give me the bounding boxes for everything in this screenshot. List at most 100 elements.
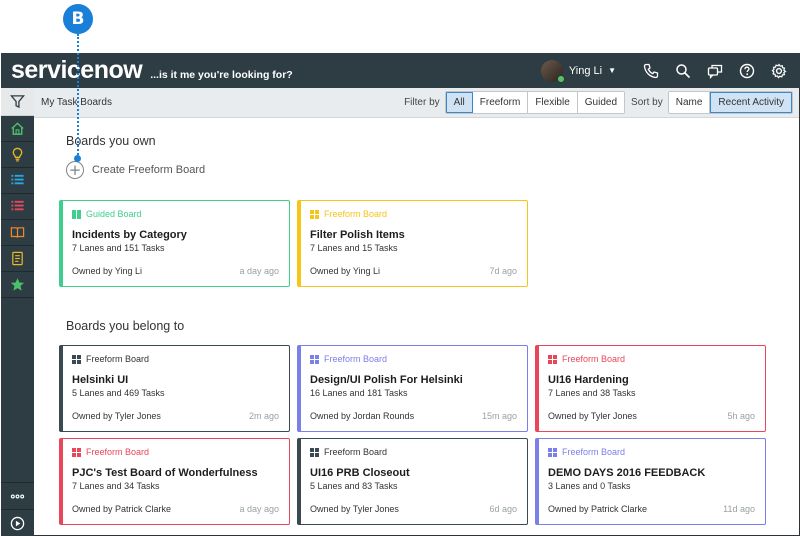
play-icon[interactable] xyxy=(1,509,34,536)
boards-you-own-heading: Boards you own xyxy=(66,134,156,148)
board-type: Freeform Board xyxy=(310,209,517,219)
lane-count: 7 xyxy=(72,243,78,253)
board-counts: 3 Lanes and 0 Tasks xyxy=(548,481,755,491)
board-card[interactable]: Freeform Board UI16 Hardening 7 Lanes and … xyxy=(535,345,766,432)
lanes-and-label: Lanes and xyxy=(555,481,598,491)
board-footer: Owned by Patrick Clarke 11d ago xyxy=(548,504,755,514)
board-type-label: Guided Board xyxy=(86,209,142,219)
page-title: My Task Boards xyxy=(41,97,112,108)
board-owner: Owned by Patrick Clarke xyxy=(548,504,648,514)
board-title: Design/UI Polish For Helsinki xyxy=(310,374,463,386)
list-icon[interactable] xyxy=(1,168,34,194)
online-status-dot xyxy=(556,74,565,83)
board-type: Guided Board xyxy=(72,209,279,219)
sort-name-button[interactable]: Name xyxy=(668,92,711,113)
board-type-label: Freeform Board xyxy=(324,447,388,457)
board-last-activity: a day ago xyxy=(239,504,279,514)
board-footer: Owned by Tyler Jones 6d ago xyxy=(310,504,517,514)
board-type: Freeform Board xyxy=(310,447,517,457)
servicenow-logo[interactable]: servicenow ...is it me you're looking fo… xyxy=(11,56,293,85)
board-type-label: Freeform Board xyxy=(562,447,626,457)
sort-segmented-control: Name Recent Activity xyxy=(667,91,793,114)
filter-label: Filter by xyxy=(404,97,440,108)
board-type-label: Freeform Board xyxy=(562,354,626,364)
task-count: 15 xyxy=(362,243,373,253)
help-icon[interactable] xyxy=(738,62,756,80)
lanes-and-label: Lanes and xyxy=(555,388,598,398)
create-freeform-board-button[interactable]: + Create Freeform Board xyxy=(66,161,205,179)
filter-segmented-control: All Freeform Flexible Guided xyxy=(444,91,626,114)
callout-leader-line xyxy=(77,34,79,158)
board-owner: Owned by Ying Li xyxy=(72,266,143,276)
task-count: 83 xyxy=(362,481,373,491)
task-count: 469 xyxy=(124,388,140,398)
star-icon[interactable] xyxy=(1,272,34,298)
board-title: Filter Polish Items xyxy=(310,229,405,241)
tasks-label: Tasks xyxy=(141,243,165,253)
search-icon[interactable] xyxy=(674,62,692,80)
board-last-activity: 6d ago xyxy=(489,504,517,514)
guided-board-icon xyxy=(72,209,81,219)
checklist-icon[interactable] xyxy=(1,194,34,220)
board-last-activity: a day ago xyxy=(239,266,279,276)
board-owner: Owned by Tyler Jones xyxy=(72,411,161,421)
tasks-label: Tasks xyxy=(374,481,398,491)
freeform-board-icon xyxy=(72,354,81,364)
board-type-label: Freeform Board xyxy=(324,354,388,364)
filter-freeform-button[interactable]: Freeform xyxy=(472,92,529,113)
document-icon[interactable] xyxy=(1,246,34,272)
home-icon[interactable] xyxy=(1,116,34,142)
logo-service-text: service xyxy=(11,56,94,84)
lightbulb-icon[interactable] xyxy=(1,142,34,168)
caret-down-icon: ▼ xyxy=(608,66,616,75)
tasks-label: Tasks xyxy=(374,243,398,253)
lane-count: 7 xyxy=(548,388,554,398)
task-count: 151 xyxy=(124,243,140,253)
filter-flexible-button[interactable]: Flexible xyxy=(528,92,578,113)
board-card[interactable]: Freeform Board PJC's Test Board of Wonder… xyxy=(59,438,290,525)
board-card[interactable]: Freeform Board Helsinki UI 5 Lanes and 469… xyxy=(59,345,290,432)
board-card[interactable]: Guided Board Incidents by Category 7 Lanes… xyxy=(59,200,290,287)
board-card[interactable]: Freeform Board UI16 PRB Closeout 5 Lanes a… xyxy=(297,438,528,525)
left-nav-rail xyxy=(1,88,34,536)
board-owner: Owned by Patrick Clarke xyxy=(72,504,172,514)
board-owner: Owned by Tyler Jones xyxy=(548,411,637,421)
lane-count: 5 xyxy=(310,481,316,491)
task-count: 181 xyxy=(367,388,383,398)
task-count: 0 xyxy=(600,481,606,491)
lane-count: 3 xyxy=(548,481,554,491)
book-icon[interactable] xyxy=(1,220,34,246)
lane-count: 5 xyxy=(72,388,78,398)
board-title: UI16 Hardening xyxy=(548,374,629,386)
filter-all-button[interactable]: All xyxy=(445,92,473,113)
plus-circle-icon: + xyxy=(66,161,84,179)
board-title: Helsinki UI xyxy=(72,374,129,386)
filter-icon[interactable] xyxy=(1,88,34,116)
more-icon[interactable] xyxy=(1,482,34,509)
board-type: Freeform Board xyxy=(310,354,517,364)
sort-recent-activity-button[interactable]: Recent Activity xyxy=(710,92,792,113)
lanes-and-label: Lanes and xyxy=(79,243,122,253)
board-title: UI16 PRB Closeout xyxy=(310,467,410,479)
lanes-and-label: Lanes and xyxy=(322,388,365,398)
board-type: Freeform Board xyxy=(72,354,279,364)
user-menu[interactable]: Ying Li ▼ xyxy=(540,59,616,83)
board-card[interactable]: Freeform Board Filter Polish Items 7 Lanes… xyxy=(297,200,528,287)
task-count: 38 xyxy=(600,388,611,398)
board-last-activity: 11d ago xyxy=(723,504,755,514)
filter-guided-button[interactable]: Guided xyxy=(577,92,625,113)
board-title: PJC's Test Board of Wonderfulness xyxy=(72,467,258,479)
board-card[interactable]: Freeform Board DEMO DAYS 2016 FEEDBACK 3 L… xyxy=(535,438,766,525)
board-counts: 7 Lanes and 38 Tasks xyxy=(548,388,755,398)
tasks-label: Tasks xyxy=(607,481,631,491)
board-counts: 7 Lanes and 15 Tasks xyxy=(310,243,517,253)
board-counts: 7 Lanes and 34 Tasks xyxy=(72,481,279,491)
gear-icon[interactable] xyxy=(770,62,788,80)
board-card[interactable]: Freeform Board Design/UI Polish For Helsi… xyxy=(297,345,528,432)
callout-badge: B xyxy=(63,4,93,34)
tasks-label: Tasks xyxy=(136,481,160,491)
chat-icon[interactable] xyxy=(706,62,724,80)
phone-icon[interactable] xyxy=(642,62,660,80)
lanes-and-label: Lanes and xyxy=(79,388,122,398)
board-footer: Owned by Patrick Clarke a day ago xyxy=(72,504,279,514)
